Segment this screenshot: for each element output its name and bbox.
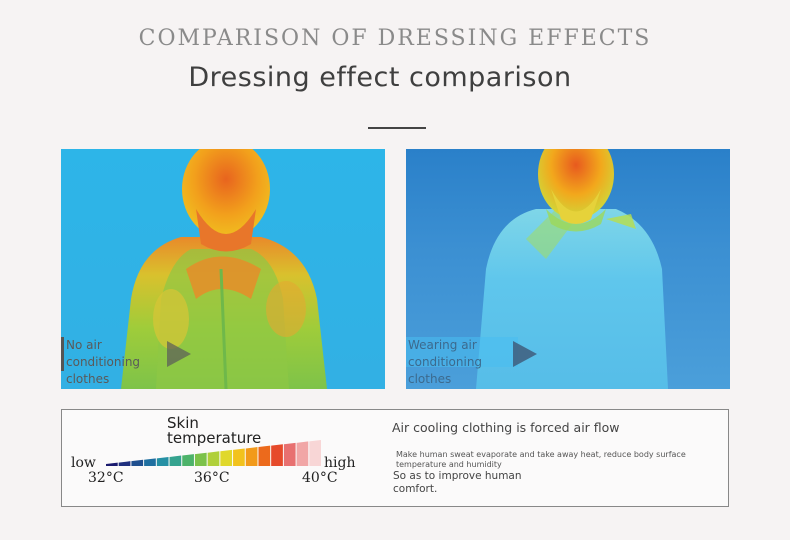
caption-line: Wearing air — [408, 338, 477, 352]
temp-label-40: 40°C — [302, 470, 338, 486]
panel-caption-no-ac: No air conditioning clothes — [61, 337, 161, 388]
caption-line: clothes — [66, 372, 110, 386]
play-icon[interactable] — [167, 341, 191, 367]
info-subtext: So as to improve human comfort. — [393, 470, 522, 495]
info-heading: Air cooling clothing is forced air flow — [392, 420, 620, 435]
scale-segment — [220, 449, 233, 466]
page-title: Dressing effect comparison — [188, 62, 572, 93]
panel-caption-with-ac: Wearing air conditioning clothes — [406, 337, 506, 388]
temp-label-32: 32°C — [88, 470, 124, 486]
scale-segment — [118, 461, 131, 466]
skin-label-line: temperature — [167, 429, 262, 447]
scale-segment — [144, 458, 156, 466]
scale-segment — [233, 448, 245, 466]
scale-segment — [131, 459, 144, 466]
scale-segment — [106, 462, 118, 466]
temperature-legend-box: Skin temperature low high 32°C 36°C 40°C… — [61, 409, 729, 507]
thermal-image-no-ac: No air conditioning clothes — [61, 149, 385, 389]
scale-segment — [207, 451, 220, 466]
skin-temperature-label: Skin temperature — [167, 416, 261, 446]
play-icon[interactable] — [513, 341, 537, 367]
page-subtitle-en: COMPARISON OF DRESSING EFFECTS — [138, 26, 652, 51]
caption-highlight — [406, 337, 518, 367]
scale-low-label: low — [71, 455, 96, 471]
scale-segment — [283, 442, 296, 466]
temperature-color-scale — [106, 440, 321, 466]
scale-segment — [156, 456, 169, 466]
scale-segment — [296, 441, 309, 466]
skin-label-line: Skin — [167, 414, 199, 432]
caption-line: conditioning clothes — [408, 355, 483, 386]
info-detail: Make human sweat evaporate and take away… — [396, 450, 686, 469]
scale-segment — [245, 447, 258, 466]
temp-label-36: 36°C — [194, 470, 230, 486]
scale-segment — [258, 445, 271, 466]
thermal-image-with-ac: Wearing air conditioning clothes — [406, 149, 730, 389]
scale-segment — [309, 440, 321, 466]
scale-segment — [169, 455, 182, 466]
scale-high-label: high — [324, 455, 356, 471]
caption-line: No air conditioning — [66, 338, 141, 369]
caption-marker — [61, 337, 64, 371]
scale-segment — [194, 452, 207, 466]
scale-segment — [271, 444, 283, 466]
scale-segment — [182, 454, 194, 466]
title-divider — [368, 127, 426, 129]
